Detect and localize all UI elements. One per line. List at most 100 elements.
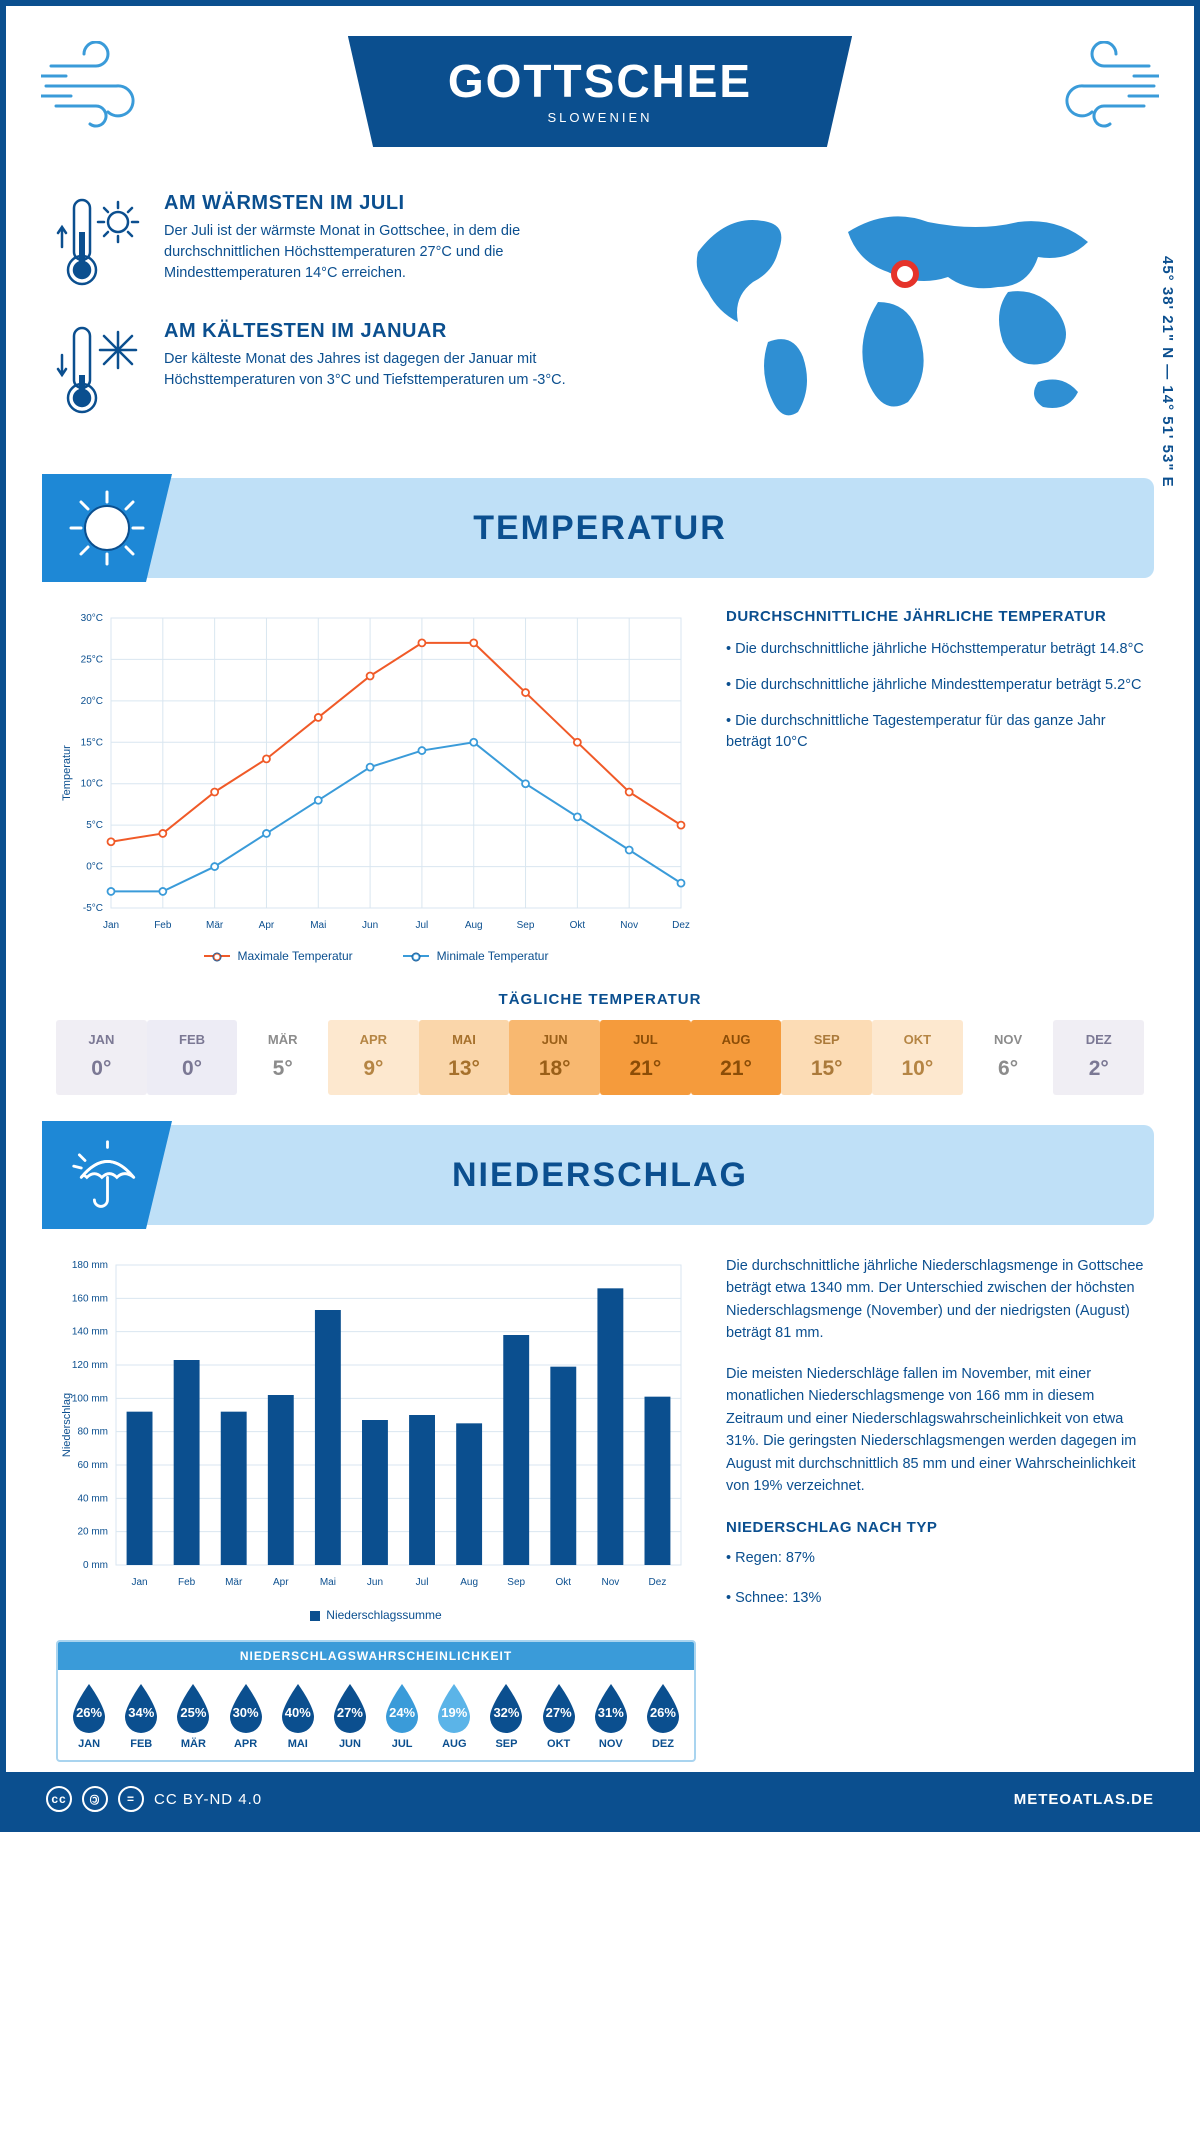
heat-cell: SEP15° xyxy=(781,1020,872,1095)
svg-text:Jun: Jun xyxy=(362,920,378,931)
svg-text:-5°C: -5°C xyxy=(83,903,103,914)
svg-text:160 mm: 160 mm xyxy=(72,1293,108,1304)
heat-cell: FEB0° xyxy=(147,1020,238,1095)
svg-text:Jul: Jul xyxy=(416,1577,429,1588)
heat-cell: MAI13° xyxy=(419,1020,510,1095)
drop-col: 24% JUL xyxy=(377,1682,427,1750)
temperature-row: -5°C0°C5°C10°C15°C20°C25°C30°CJanFebMärA… xyxy=(6,578,1194,973)
svg-text:Mai: Mai xyxy=(320,1577,336,1588)
svg-text:0 mm: 0 mm xyxy=(83,1560,108,1571)
precip-row: 0 mm20 mm40 mm60 mm80 mm100 mm120 mm140 … xyxy=(6,1225,1194,1772)
svg-text:20 mm: 20 mm xyxy=(77,1527,108,1538)
precip-legend-label: Niederschlagssumme xyxy=(326,1608,441,1622)
svg-text:30°C: 30°C xyxy=(81,613,103,624)
drop-col: 30% APR xyxy=(221,1682,271,1750)
precip-type-0: • Regen: 87% xyxy=(726,1547,1144,1569)
temperature-sidetext: DURCHSCHNITTLICHE JÄHRLICHE TEMPERATUR •… xyxy=(726,608,1144,963)
daily-temp-title: TÄGLICHE TEMPERATUR xyxy=(6,991,1194,1008)
wind-icon-left xyxy=(41,41,161,131)
footer-site: METEOATLAS.DE xyxy=(1014,1791,1154,1808)
svg-text:Apr: Apr xyxy=(273,1577,289,1588)
svg-text:120 mm: 120 mm xyxy=(72,1360,108,1371)
nd-icon: = xyxy=(118,1786,144,1812)
svg-text:20°C: 20°C xyxy=(81,696,103,707)
heat-cell: MÄR5° xyxy=(237,1020,328,1095)
intro-section: AM WÄRMSTEN IM JULI Der Juli ist der wär… xyxy=(6,167,1194,458)
svg-text:140 mm: 140 mm xyxy=(72,1327,108,1338)
probability-title: NIEDERSCHLAGSWAHRSCHEINLICHKEIT xyxy=(58,1642,694,1670)
svg-text:Mai: Mai xyxy=(310,920,326,931)
page-subtitle: SLOWENIEN xyxy=(448,110,752,125)
drop-col: 32% SEP xyxy=(481,1682,531,1750)
temperature-legend: Maximale TemperaturMinimale Temperatur xyxy=(56,949,696,963)
probability-box: NIEDERSCHLAGSWAHRSCHEINLICHKEIT 26% JAN … xyxy=(56,1640,696,1762)
heat-cell: JAN0° xyxy=(56,1020,147,1095)
svg-text:15°C: 15°C xyxy=(81,737,103,748)
svg-text:60 mm: 60 mm xyxy=(77,1460,108,1471)
heat-cell: OKT10° xyxy=(872,1020,963,1095)
intro-left: AM WÄRMSTEN IM JULI Der Juli ist der wär… xyxy=(56,192,622,448)
temp-side-title: DURCHSCHNITTLICHE JÄHRLICHE TEMPERATUR xyxy=(726,608,1144,625)
by-icon: 🄯 xyxy=(82,1786,108,1812)
precip-title: NIEDERSCHLAG xyxy=(46,1156,1154,1195)
svg-text:Nov: Nov xyxy=(620,920,638,931)
footer: cc 🄯 = CC BY-ND 4.0 METEOATLAS.DE xyxy=(6,1772,1194,1826)
svg-text:Dez: Dez xyxy=(672,920,690,931)
svg-text:Jul: Jul xyxy=(416,920,429,931)
heat-cell: DEZ2° xyxy=(1053,1020,1144,1095)
svg-text:Niederschlag: Niederschlag xyxy=(61,1393,73,1457)
probability-drops: 26% JAN 34% FEB 25% MÄR 30% xyxy=(58,1670,694,1760)
heat-cell: NOV6° xyxy=(963,1020,1054,1095)
temperature-section-bar: TEMPERATUR xyxy=(46,478,1154,578)
footer-license: cc 🄯 = CC BY-ND 4.0 xyxy=(46,1786,262,1812)
svg-text:Mär: Mär xyxy=(225,1577,243,1588)
cc-icon: cc xyxy=(46,1786,72,1812)
legend-item: Maximale Temperatur xyxy=(204,949,353,963)
sun-icon xyxy=(42,474,172,582)
drop-col: 27% JUN xyxy=(325,1682,375,1750)
heat-cell: JUN18° xyxy=(509,1020,600,1095)
precip-legend: Niederschlagssumme xyxy=(56,1608,696,1622)
drop-col: 19% AUG xyxy=(429,1682,479,1750)
svg-text:Jan: Jan xyxy=(131,1577,147,1588)
svg-text:Jun: Jun xyxy=(367,1577,383,1588)
world-map-icon xyxy=(678,192,1108,432)
precip-type-title: NIEDERSCHLAG NACH TYP xyxy=(726,1516,1144,1539)
coldest-title: AM KÄLTESTEN IM JANUAR xyxy=(164,320,622,343)
precip-section-bar: NIEDERSCHLAG xyxy=(46,1125,1154,1225)
thermometer-cold-icon xyxy=(56,320,146,420)
heat-cell: APR9° xyxy=(328,1020,419,1095)
drop-col: 31% NOV xyxy=(586,1682,636,1750)
license-text: CC BY-ND 4.0 xyxy=(154,1791,262,1808)
warmest-text: AM WÄRMSTEN IM JULI Der Juli ist der wär… xyxy=(164,192,622,292)
svg-text:Dez: Dez xyxy=(649,1577,667,1588)
precip-p1: Die durchschnittliche jährliche Niedersc… xyxy=(726,1255,1144,1345)
drop-col: 27% OKT xyxy=(534,1682,584,1750)
warmest-block: AM WÄRMSTEN IM JULI Der Juli ist der wär… xyxy=(56,192,622,292)
svg-text:Feb: Feb xyxy=(178,1577,196,1588)
svg-text:10°C: 10°C xyxy=(81,779,103,790)
title-ribbon: GOTTSCHEE SLOWENIEN xyxy=(348,36,852,147)
temp-bullet-2: • Die durchschnittliche Tagestemperatur … xyxy=(726,711,1144,755)
svg-text:Aug: Aug xyxy=(460,1577,478,1588)
drop-col: 25% MÄR xyxy=(168,1682,218,1750)
svg-text:Okt: Okt xyxy=(556,1577,572,1588)
temp-bullet-0: • Die durchschnittliche jährliche Höchst… xyxy=(726,639,1144,661)
header: GOTTSCHEE SLOWENIEN xyxy=(6,6,1194,167)
wind-icon-right xyxy=(1039,41,1159,131)
svg-text:25°C: 25°C xyxy=(81,654,103,665)
drop-col: 34% FEB xyxy=(116,1682,166,1750)
world-map-wrap xyxy=(642,192,1144,448)
svg-text:180 mm: 180 mm xyxy=(72,1260,108,1271)
svg-text:Sep: Sep xyxy=(507,1577,525,1588)
drop-col: 40% MAI xyxy=(273,1682,323,1750)
svg-text:Mär: Mär xyxy=(206,920,224,931)
umbrella-icon xyxy=(42,1121,172,1229)
svg-text:Apr: Apr xyxy=(259,920,275,931)
svg-text:Nov: Nov xyxy=(601,1577,619,1588)
svg-text:5°C: 5°C xyxy=(86,820,103,831)
temperature-chart: -5°C0°C5°C10°C15°C20°C25°C30°CJanFebMärA… xyxy=(56,608,696,963)
precip-p2: Die meisten Niederschläge fallen im Nove… xyxy=(726,1363,1144,1498)
drop-col: 26% DEZ xyxy=(638,1682,688,1750)
heat-cell: AUG21° xyxy=(691,1020,782,1095)
